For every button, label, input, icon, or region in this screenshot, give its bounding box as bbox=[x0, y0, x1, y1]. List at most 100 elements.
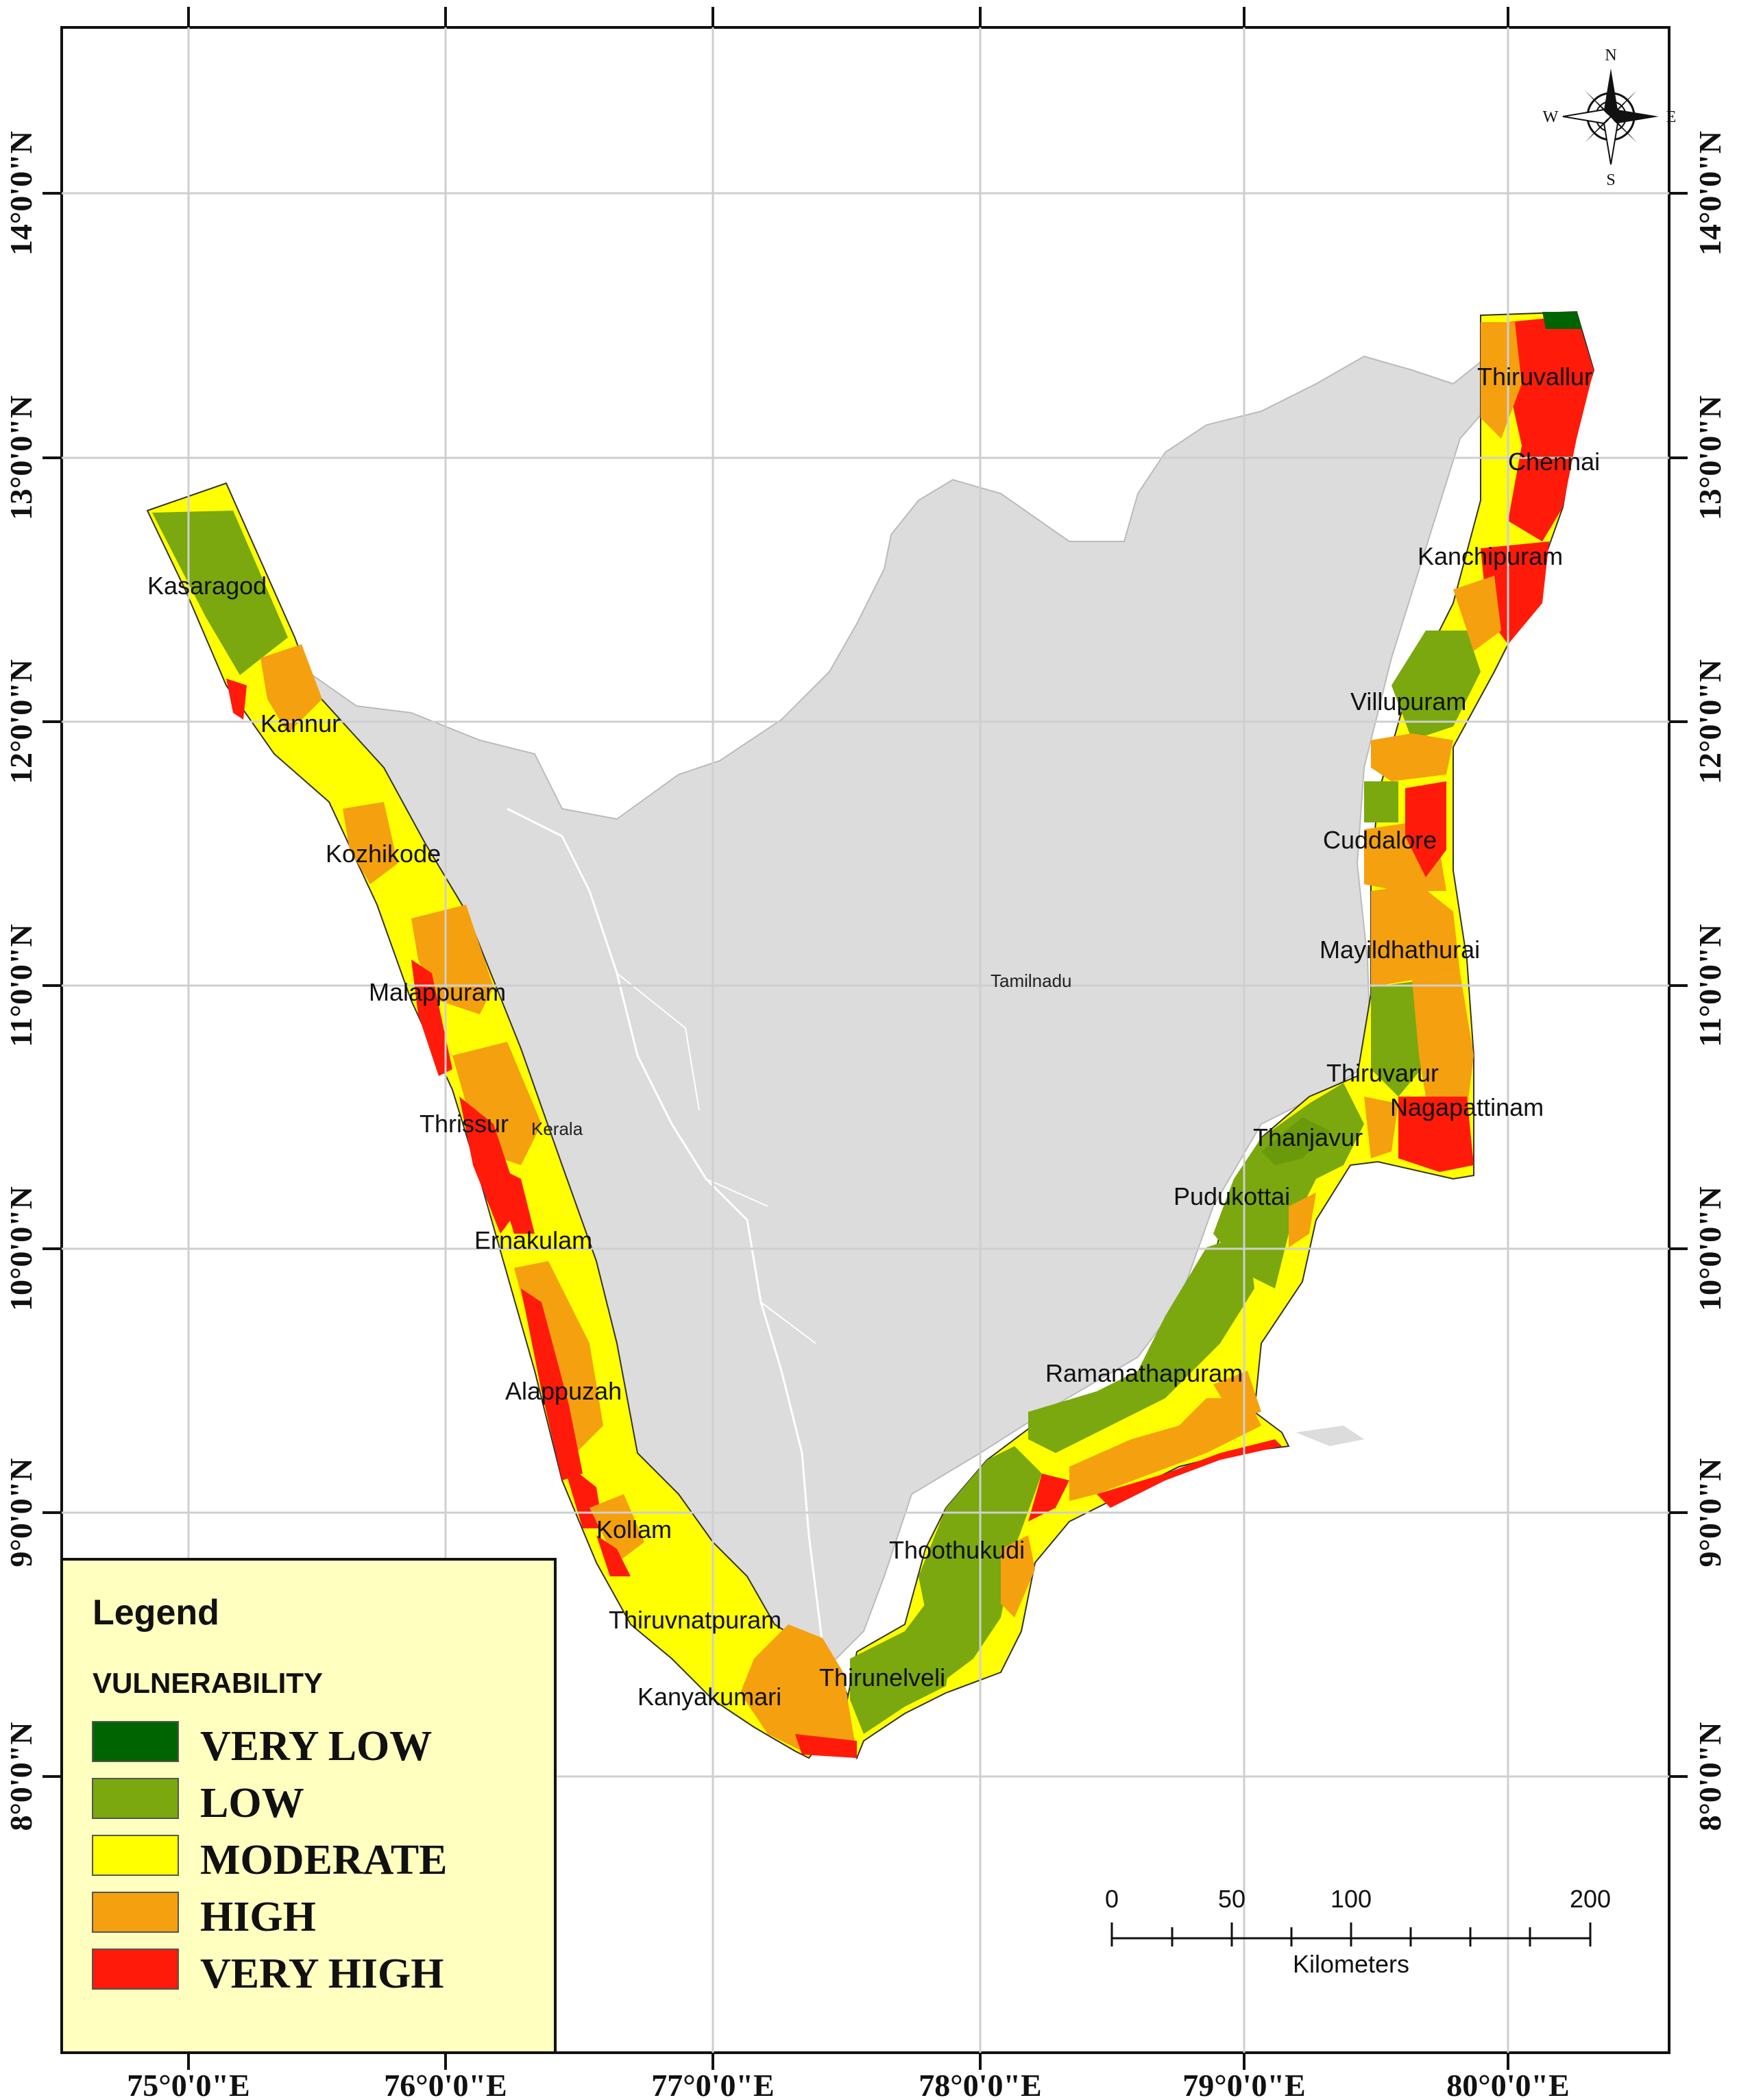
legend-swatch-moderate bbox=[92, 1835, 179, 1876]
district-label-ramanathapuram: Ramanathapuram bbox=[1045, 1359, 1243, 1387]
zone-high bbox=[1289, 1193, 1316, 1247]
zone-low bbox=[1392, 631, 1481, 740]
island bbox=[1296, 1426, 1364, 1446]
zone-high bbox=[1453, 576, 1501, 651]
district-label-mayildhathurai: Mayildhathurai bbox=[1320, 936, 1480, 964]
north-arrow-icon: N S E W bbox=[1543, 47, 1677, 189]
zone-low bbox=[1364, 781, 1398, 822]
district-label-thanjavur: Thanjavur bbox=[1253, 1123, 1363, 1151]
zone-high bbox=[1001, 1535, 1035, 1617]
latitude-labels-right: 14°0'0"N 13°0'0"N 12°0'0"N 11°0'0"N 10°0… bbox=[1692, 131, 1727, 1831]
district-label-thiruvallur: Thiruvallur bbox=[1477, 363, 1592, 391]
zone-very-high bbox=[795, 1734, 857, 1758]
zone-high bbox=[1213, 1371, 1261, 1419]
zone-very-high bbox=[411, 960, 452, 1076]
zone-high bbox=[1371, 884, 1460, 987]
lat-label: 13°0'0"N bbox=[1692, 395, 1727, 520]
district-label-kanchipuram: Kanchipuram bbox=[1418, 542, 1563, 570]
district-border bbox=[616, 973, 816, 1344]
lon-label: 78°0'0"E bbox=[919, 2068, 1041, 2100]
state-label-kerala: Kerala bbox=[531, 1119, 583, 1139]
lat-label: 12°0'0"N bbox=[1692, 659, 1727, 784]
zone-high bbox=[1069, 1398, 1261, 1501]
scale-label: 200 bbox=[1570, 1885, 1611, 1913]
vulnerability-zones bbox=[152, 312, 1594, 1758]
district-label-kanyakumari: Kanyakumari bbox=[637, 1683, 781, 1711]
zone-high bbox=[590, 1494, 644, 1563]
district-label-kozhikode: Kozhikode bbox=[326, 840, 441, 868]
zone-very-high bbox=[1405, 781, 1446, 877]
lat-label: 11°0'0"N bbox=[1692, 924, 1727, 1047]
zone-high bbox=[1371, 733, 1453, 781]
compass-e: E bbox=[1666, 108, 1677, 126]
frame-ticks bbox=[42, 7, 1688, 2070]
district-label-malappuram: Malappuram bbox=[369, 978, 506, 1006]
lon-label: 80°0'0"E bbox=[1446, 2068, 1569, 2100]
district-label-thiruvnatpuram: Thiruvnatpuram bbox=[609, 1606, 781, 1634]
lat-label: 14°0'0"N bbox=[3, 131, 38, 256]
legend-label-moderate: MODERATE bbox=[200, 1837, 448, 1883]
district-label-alappuzah: Alappuzah bbox=[505, 1377, 622, 1405]
compass-n: N bbox=[1605, 47, 1616, 64]
district-label-chennai: Chennai bbox=[1508, 448, 1600, 476]
longitude-labels: 75°0'0"E 76°0'0"E 77°0'0"E 78°0'0"E 79°0… bbox=[127, 2068, 1569, 2100]
legend-title: Legend bbox=[93, 1593, 219, 1633]
district-label-thrissur: Thrissur bbox=[420, 1110, 509, 1138]
district-label-thiruvarur: Thiruvarur bbox=[1326, 1059, 1439, 1087]
compass-w: W bbox=[1543, 108, 1559, 126]
district-label-kannur: Kannur bbox=[260, 709, 340, 737]
lon-label: 76°0'0"E bbox=[384, 2068, 507, 2100]
district-label-kollam: Kollam bbox=[596, 1515, 672, 1543]
zone-very-high bbox=[596, 1535, 631, 1576]
zone-very-high bbox=[1028, 1474, 1069, 1522]
zone-very-high bbox=[1097, 1439, 1282, 1508]
zone-high bbox=[260, 644, 322, 733]
legend-label-low: LOW bbox=[200, 1780, 304, 1827]
zone-very-high bbox=[1508, 315, 1594, 541]
legend-label-high: HIGH bbox=[200, 1894, 316, 1940]
scale-unit: Kilometers bbox=[1293, 1950, 1409, 1978]
zone-very-high bbox=[494, 1165, 535, 1234]
legend-swatch-high bbox=[92, 1892, 179, 1933]
lon-label: 77°0'0"E bbox=[651, 2068, 774, 2100]
zone-high bbox=[1412, 973, 1474, 1110]
district-label-nagapattinam: Nagapattinam bbox=[1390, 1093, 1544, 1121]
lat-label: 10°0'0"N bbox=[3, 1186, 38, 1311]
latitude-labels-left: 14°0'0"N 13°0'0"N 12°0'0"N 11°0'0"N 10°0… bbox=[3, 131, 38, 1831]
zone-high bbox=[740, 1624, 857, 1755]
lat-label: 10°0'0"N bbox=[1692, 1186, 1727, 1311]
district-label-ernakulam: Ernakulam bbox=[474, 1226, 592, 1254]
district-label-pudukottai: Pudukottai bbox=[1174, 1182, 1290, 1210]
district-label-kasaragod: Kasaragod bbox=[147, 572, 267, 600]
lat-label: 9°0'0"N bbox=[3, 1458, 38, 1567]
zone-high bbox=[452, 1042, 542, 1165]
zone-high bbox=[343, 802, 398, 884]
lon-label: 75°0'0"E bbox=[127, 2068, 250, 2100]
lat-label: 12°0'0"N bbox=[3, 659, 38, 784]
lat-label: 14°0'0"N bbox=[1692, 131, 1727, 256]
scale-label: 100 bbox=[1330, 1885, 1372, 1913]
lat-label: 13°0'0"N bbox=[3, 395, 38, 520]
legend-label-very-low: VERY LOW bbox=[200, 1723, 432, 1770]
scale-label: 50 bbox=[1218, 1885, 1245, 1913]
legend-swatch-very-high bbox=[92, 1949, 179, 1990]
compass-s: S bbox=[1606, 171, 1615, 189]
zone-low bbox=[1261, 1117, 1330, 1165]
scale-bar: 0 50 100 200 Kilometers bbox=[1105, 1885, 1611, 1978]
lat-label: 9°0'0"N bbox=[1692, 1458, 1727, 1567]
district-label-cuddalore: Cuddalore bbox=[1323, 826, 1437, 854]
legend-swatch-very-low bbox=[92, 1721, 179, 1762]
legend: Legend VULNERABILITY VERY LOW LOW MODERA… bbox=[60, 1558, 557, 2054]
district-label-villupuram: Villupuram bbox=[1350, 687, 1466, 716]
zone-very-high bbox=[1398, 1097, 1474, 1172]
state-label-tamilnadu: Tamilnadu bbox=[991, 970, 1072, 991]
district-label-thirunelveli: Thirunelveli bbox=[819, 1663, 945, 1692]
zone-high bbox=[1364, 1097, 1398, 1158]
zone-low bbox=[850, 1604, 953, 1734]
lat-label: 8°0'0"N bbox=[3, 1722, 38, 1831]
legend-label-very-high: VERY HIGH bbox=[200, 1951, 444, 1997]
district-labels: Kasaragod Kannur Kozhikode Malappuram Th… bbox=[147, 363, 1600, 1711]
lat-label: 8°0'0"N bbox=[1692, 1722, 1727, 1831]
zone-low bbox=[1028, 1234, 1254, 1453]
